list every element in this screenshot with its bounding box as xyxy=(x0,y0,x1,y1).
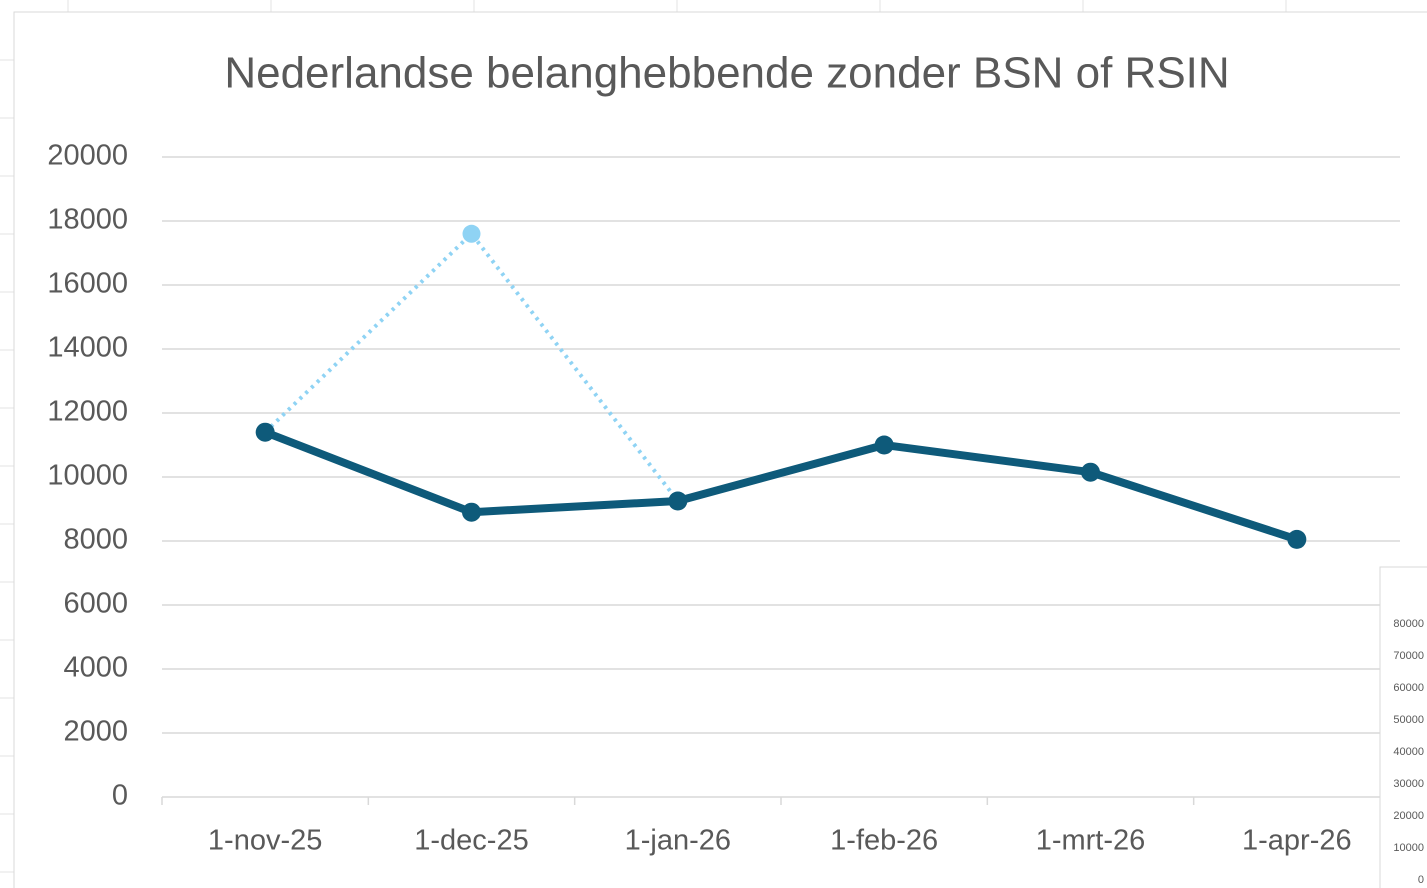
y-tick-label: 60000 xyxy=(1393,682,1424,694)
y-tick-label: 14000 xyxy=(47,332,128,364)
data-point xyxy=(462,502,481,522)
y-tick-label: 10000 xyxy=(47,460,128,492)
data-point xyxy=(255,422,275,442)
y-tick-label: 40000 xyxy=(1393,746,1424,758)
x-tick-label: 1-nov-25 xyxy=(208,825,322,857)
second-chart-area xyxy=(1379,566,1427,888)
y-tick-label: 8000 xyxy=(63,524,128,556)
y-tick-label: 16000 xyxy=(47,268,128,300)
y-tick-label: 20000 xyxy=(1393,810,1424,822)
y-tick-label: 4000 xyxy=(63,652,128,684)
y-tick-label: 0 xyxy=(112,780,128,812)
y-tick-label: 80000 xyxy=(1393,618,1424,630)
data-point xyxy=(668,491,688,511)
y-tick-label: 50000 xyxy=(1393,714,1424,726)
y-tick-label: 12000 xyxy=(47,396,128,428)
data-point xyxy=(1081,462,1100,482)
chart-area xyxy=(13,11,1427,888)
y-tick-label: 30000 xyxy=(1393,778,1424,790)
data-point xyxy=(1287,529,1307,549)
data-point xyxy=(874,435,894,455)
y-tick-label: 10000 xyxy=(1393,842,1424,854)
x-tick-label: 1-feb-26 xyxy=(830,825,938,857)
data-point xyxy=(462,224,481,243)
y-tick-label: 70000 xyxy=(1393,650,1424,662)
y-tick-label: 2000 xyxy=(63,716,128,748)
x-tick-label: 1-mrt-26 xyxy=(1036,825,1146,857)
x-tick-label: 1-dec-25 xyxy=(414,825,528,857)
x-tick-label: 1-apr-26 xyxy=(1242,825,1352,857)
y-tick-label: 0 xyxy=(1418,874,1424,886)
y-tick-label: 20000 xyxy=(47,140,128,172)
chart-title: Nederlandse belanghebbende zonder BSN of… xyxy=(224,49,1229,98)
sheet-grid xyxy=(0,0,1287,873)
x-tick-label: 1-jan-26 xyxy=(625,825,731,857)
series-line xyxy=(263,428,1299,544)
y-tick-label: 18000 xyxy=(47,204,128,236)
y-tick-label: 6000 xyxy=(63,588,128,620)
